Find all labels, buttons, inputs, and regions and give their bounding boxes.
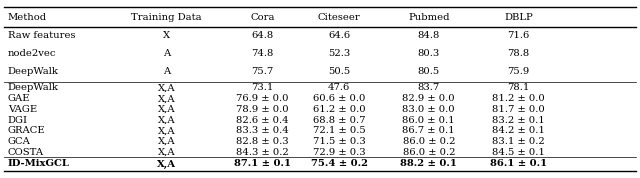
Text: 78.9 ± 0.0: 78.9 ± 0.0 <box>236 105 289 114</box>
Text: 50.5: 50.5 <box>328 67 350 76</box>
Text: DBLP: DBLP <box>504 12 532 22</box>
Text: 83.0 ± 0.0: 83.0 ± 0.0 <box>403 105 455 114</box>
Text: X,A: X,A <box>157 159 176 169</box>
Text: 84.5 ± 0.1: 84.5 ± 0.1 <box>492 148 545 157</box>
Text: 83.2 ± 0.1: 83.2 ± 0.1 <box>492 116 545 125</box>
Text: 82.6 ± 0.4: 82.6 ± 0.4 <box>236 116 289 125</box>
Text: 52.3: 52.3 <box>328 49 350 58</box>
Text: 88.2 ± 0.1: 88.2 ± 0.1 <box>401 159 457 169</box>
Text: Pubmed: Pubmed <box>408 12 449 22</box>
Text: 74.8: 74.8 <box>252 49 273 58</box>
Text: 82.8 ± 0.3: 82.8 ± 0.3 <box>236 137 289 146</box>
Text: GRACE: GRACE <box>8 126 45 135</box>
Text: DeepWalk: DeepWalk <box>8 67 58 76</box>
Text: X,A: X,A <box>157 126 175 135</box>
Text: A: A <box>163 67 170 76</box>
Text: 47.6: 47.6 <box>328 83 350 93</box>
Text: 61.2 ± 0.0: 61.2 ± 0.0 <box>313 105 365 114</box>
Text: GCA: GCA <box>8 137 31 146</box>
Text: 86.0 ± 0.2: 86.0 ± 0.2 <box>403 148 455 157</box>
Text: VAGE: VAGE <box>8 105 37 114</box>
Text: X,A: X,A <box>157 94 175 103</box>
Text: 87.1 ± 0.1: 87.1 ± 0.1 <box>234 159 291 169</box>
Text: X,A: X,A <box>157 148 175 157</box>
Text: X,A: X,A <box>157 116 175 125</box>
Text: 83.7: 83.7 <box>418 83 440 93</box>
Text: 72.9 ± 0.3: 72.9 ± 0.3 <box>313 148 365 157</box>
Text: X,A: X,A <box>157 105 175 114</box>
Text: 75.4 ± 0.2: 75.4 ± 0.2 <box>310 159 368 169</box>
Text: DeepWalk: DeepWalk <box>8 83 58 93</box>
Text: 72.1 ± 0.5: 72.1 ± 0.5 <box>313 126 365 135</box>
Text: Method: Method <box>8 12 47 22</box>
Text: 64.6: 64.6 <box>328 30 350 40</box>
Text: 73.1: 73.1 <box>252 83 273 93</box>
Text: Citeseer: Citeseer <box>318 12 360 22</box>
Text: 84.3 ± 0.2: 84.3 ± 0.2 <box>236 148 289 157</box>
Text: 86.7 ± 0.1: 86.7 ± 0.1 <box>403 126 455 135</box>
Text: 75.7: 75.7 <box>252 67 273 76</box>
Text: COSTA: COSTA <box>8 148 44 157</box>
Text: 83.1 ± 0.2: 83.1 ± 0.2 <box>492 137 545 146</box>
Text: Cora: Cora <box>250 12 275 22</box>
Text: 68.8 ± 0.7: 68.8 ± 0.7 <box>313 116 365 125</box>
Text: 80.3: 80.3 <box>418 49 440 58</box>
Text: X: X <box>163 30 170 40</box>
Text: 60.6 ± 0.0: 60.6 ± 0.0 <box>313 94 365 103</box>
Text: 78.8: 78.8 <box>508 49 529 58</box>
Text: 71.6: 71.6 <box>508 30 529 40</box>
Text: 78.1: 78.1 <box>508 83 529 93</box>
Text: Training Data: Training Data <box>131 12 202 22</box>
Text: 82.9 ± 0.0: 82.9 ± 0.0 <box>403 94 455 103</box>
Text: 86.0 ± 0.1: 86.0 ± 0.1 <box>403 116 455 125</box>
Text: X,A: X,A <box>157 83 175 93</box>
Text: 86.1 ± 0.1: 86.1 ± 0.1 <box>490 159 547 169</box>
Text: 81.7 ± 0.0: 81.7 ± 0.0 <box>492 105 545 114</box>
Text: node2vec: node2vec <box>8 49 56 58</box>
Text: 75.9: 75.9 <box>508 67 529 76</box>
Text: 64.8: 64.8 <box>252 30 273 40</box>
Text: GAE: GAE <box>8 94 30 103</box>
Text: 80.5: 80.5 <box>418 67 440 76</box>
Text: 83.3 ± 0.4: 83.3 ± 0.4 <box>236 126 289 135</box>
Text: A: A <box>163 49 170 58</box>
Text: DGI: DGI <box>8 116 28 125</box>
Text: Raw features: Raw features <box>8 30 75 40</box>
Text: ID-MixGCL: ID-MixGCL <box>8 159 70 169</box>
Text: 81.2 ± 0.0: 81.2 ± 0.0 <box>492 94 545 103</box>
Text: 71.5 ± 0.3: 71.5 ± 0.3 <box>313 137 365 146</box>
Text: 84.8: 84.8 <box>418 30 440 40</box>
Text: X,A: X,A <box>157 137 175 146</box>
Text: 76.9 ± 0.0: 76.9 ± 0.0 <box>236 94 289 103</box>
Text: 86.0 ± 0.2: 86.0 ± 0.2 <box>403 137 455 146</box>
Text: 84.2 ± 0.1: 84.2 ± 0.1 <box>492 126 545 135</box>
